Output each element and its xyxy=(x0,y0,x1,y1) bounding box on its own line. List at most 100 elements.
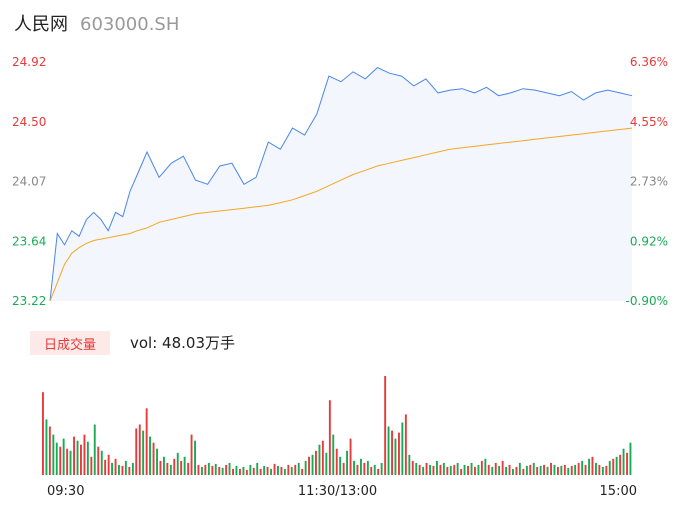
volume-bar xyxy=(114,458,117,475)
volume-bar xyxy=(124,460,127,475)
volume-bar xyxy=(194,440,196,475)
volume-bar xyxy=(304,460,307,475)
volume-bar xyxy=(294,464,297,475)
volume-bar xyxy=(311,454,314,475)
volume-bar xyxy=(249,464,252,475)
volume-bar xyxy=(135,428,138,475)
volume-bar xyxy=(211,465,214,475)
volume-bar xyxy=(86,441,89,475)
volume-bar xyxy=(76,440,79,475)
volume-bar xyxy=(411,460,414,475)
volume-bar xyxy=(567,467,570,475)
volume-bar xyxy=(80,444,82,475)
volume-bar xyxy=(107,454,110,475)
y-left-tick-label: 24.50 xyxy=(12,115,46,129)
price-area xyxy=(50,67,632,301)
volume-bar xyxy=(384,376,387,475)
volume-bar xyxy=(612,458,615,475)
volume-bar xyxy=(550,462,552,475)
volume-bar xyxy=(370,466,373,475)
volume-bar xyxy=(218,466,221,475)
volume-bar xyxy=(560,465,563,475)
volume-bar xyxy=(588,458,590,475)
price-chart: 24.92 24.50 24.07 23.64 23.22 6.36% 4.55% 2.73%… xyxy=(12,55,668,308)
volume-bar xyxy=(339,456,342,475)
volume-bar xyxy=(69,450,72,475)
volume-bar xyxy=(491,466,494,475)
volume-bar xyxy=(373,464,376,475)
volume-bar xyxy=(387,426,390,475)
volume-bar xyxy=(242,466,245,475)
volume-bar xyxy=(104,459,107,475)
volume-bar xyxy=(131,462,134,475)
volume-bar xyxy=(474,466,476,475)
volume-bar xyxy=(480,460,483,475)
volume-bar xyxy=(228,462,231,475)
volume-bar xyxy=(577,462,580,475)
volume-bar xyxy=(415,462,418,475)
volume-bar xyxy=(173,458,176,475)
volume-bar xyxy=(574,464,577,475)
volume-bar xyxy=(557,466,559,475)
volume-bar xyxy=(498,465,501,475)
volume-bar xyxy=(394,438,397,475)
volume-text: vol: 48.03万手 xyxy=(130,334,235,352)
volume-bar xyxy=(629,442,632,475)
volume-bar xyxy=(356,464,359,475)
volume-bar xyxy=(232,468,234,475)
volume-bar xyxy=(626,452,628,475)
volume-bar xyxy=(138,424,141,475)
volume-bar xyxy=(408,454,411,475)
volume-bar xyxy=(442,462,445,475)
y-right-tick-label: 4.55% xyxy=(630,115,668,129)
volume-bar xyxy=(484,458,487,475)
volume-bar xyxy=(342,462,345,475)
volume-bar xyxy=(615,456,618,475)
volume-bar xyxy=(259,468,262,475)
volume-bar xyxy=(463,464,466,475)
volume-bar xyxy=(601,466,604,475)
volume-bar xyxy=(429,464,431,475)
volume-bar xyxy=(239,468,241,475)
volume-bar xyxy=(73,436,75,475)
volume-bar xyxy=(93,424,96,475)
volume-bar xyxy=(297,462,300,475)
volume-bar xyxy=(256,462,259,475)
x-tick-label: 09:30 xyxy=(47,484,84,499)
volume-bar xyxy=(42,392,44,475)
volume-bar xyxy=(377,468,380,475)
volume-bar xyxy=(283,468,286,475)
volume-bar xyxy=(290,466,293,475)
volume-bar xyxy=(166,462,169,475)
volume-bar xyxy=(308,456,310,475)
volume-bar xyxy=(605,465,608,475)
volume-bar xyxy=(83,434,86,475)
volume-bar xyxy=(45,419,48,475)
volume-bar xyxy=(439,464,442,475)
volume-bar xyxy=(55,442,58,475)
volume-bar xyxy=(619,454,622,475)
volume-bar xyxy=(48,426,51,475)
volume-bar xyxy=(335,448,338,475)
volume-tab[interactable]: 日成交量 xyxy=(30,331,110,355)
stock-code: 603000.SH xyxy=(80,14,180,35)
volume-bar xyxy=(591,456,594,475)
volume-bar xyxy=(183,456,186,475)
volume-bar xyxy=(118,464,120,475)
volume-bar xyxy=(152,442,155,475)
volume-bar xyxy=(349,438,352,475)
volume-bar xyxy=(360,458,362,475)
volume-bar xyxy=(598,464,601,475)
volume-bar xyxy=(539,465,542,475)
volume-bar xyxy=(494,462,497,475)
average-line xyxy=(49,127,633,302)
volume-bar xyxy=(505,466,507,475)
volume-bar xyxy=(449,465,452,475)
volume-bar xyxy=(207,462,210,475)
x-tick-label: 11:30/13:00 xyxy=(298,484,377,499)
volume-bar xyxy=(563,464,566,475)
volume-bar xyxy=(518,462,521,475)
volume-bar xyxy=(169,464,172,475)
y-right-tick-label: 2.73% xyxy=(630,175,668,189)
volume-bar xyxy=(401,422,404,475)
